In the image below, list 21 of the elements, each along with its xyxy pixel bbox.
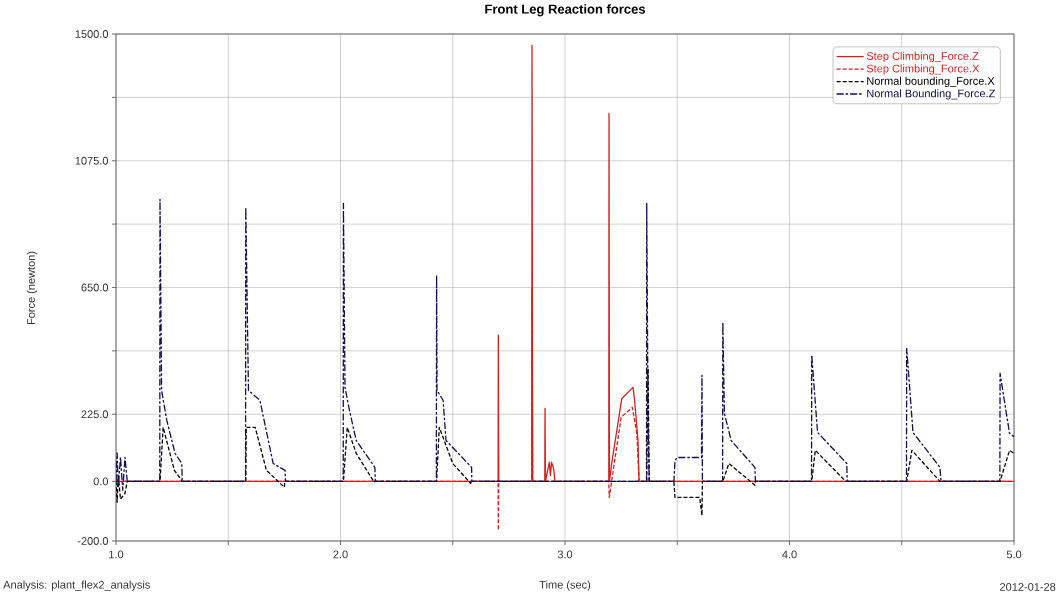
y-axis-title: Force (newton) [26, 251, 38, 325]
legend-label: Normal Bounding_Force.Z [867, 89, 995, 100]
y-tick-label: -200.0 [77, 537, 109, 545]
text: Analysis: plant_flex2_analysis [3, 580, 150, 591]
chart-title: Front Leg Reaction forces [485, 4, 646, 17]
text: 2012-01-28 [1000, 583, 1056, 591]
x-axis-title: Time (sec) [539, 580, 591, 591]
legend-label: Step Climbing_Force.X [866, 64, 980, 75]
y-tick-label: 1075.0 [75, 156, 109, 165]
x-tick-label: 1.0 [109, 550, 124, 559]
x-tick-label: 4.0 [782, 550, 797, 559]
legend-label: Normal bounding_Force.X [867, 76, 995, 88]
y-tick-label: 1500.0 [75, 30, 109, 38]
x-tick-label: 2.0 [333, 550, 348, 559]
y-tick-label: 0.0 [93, 477, 109, 486]
x-tick-label: 3.0 [557, 550, 573, 559]
line-series [116, 198, 1015, 491]
y-tick-label: 225.0 [81, 410, 109, 419]
y-tick-label: 650.0 [81, 283, 109, 292]
x-tick-label: 5.0 [1006, 550, 1022, 559]
legend-label: Step Climbing_Force.Z [866, 51, 979, 63]
